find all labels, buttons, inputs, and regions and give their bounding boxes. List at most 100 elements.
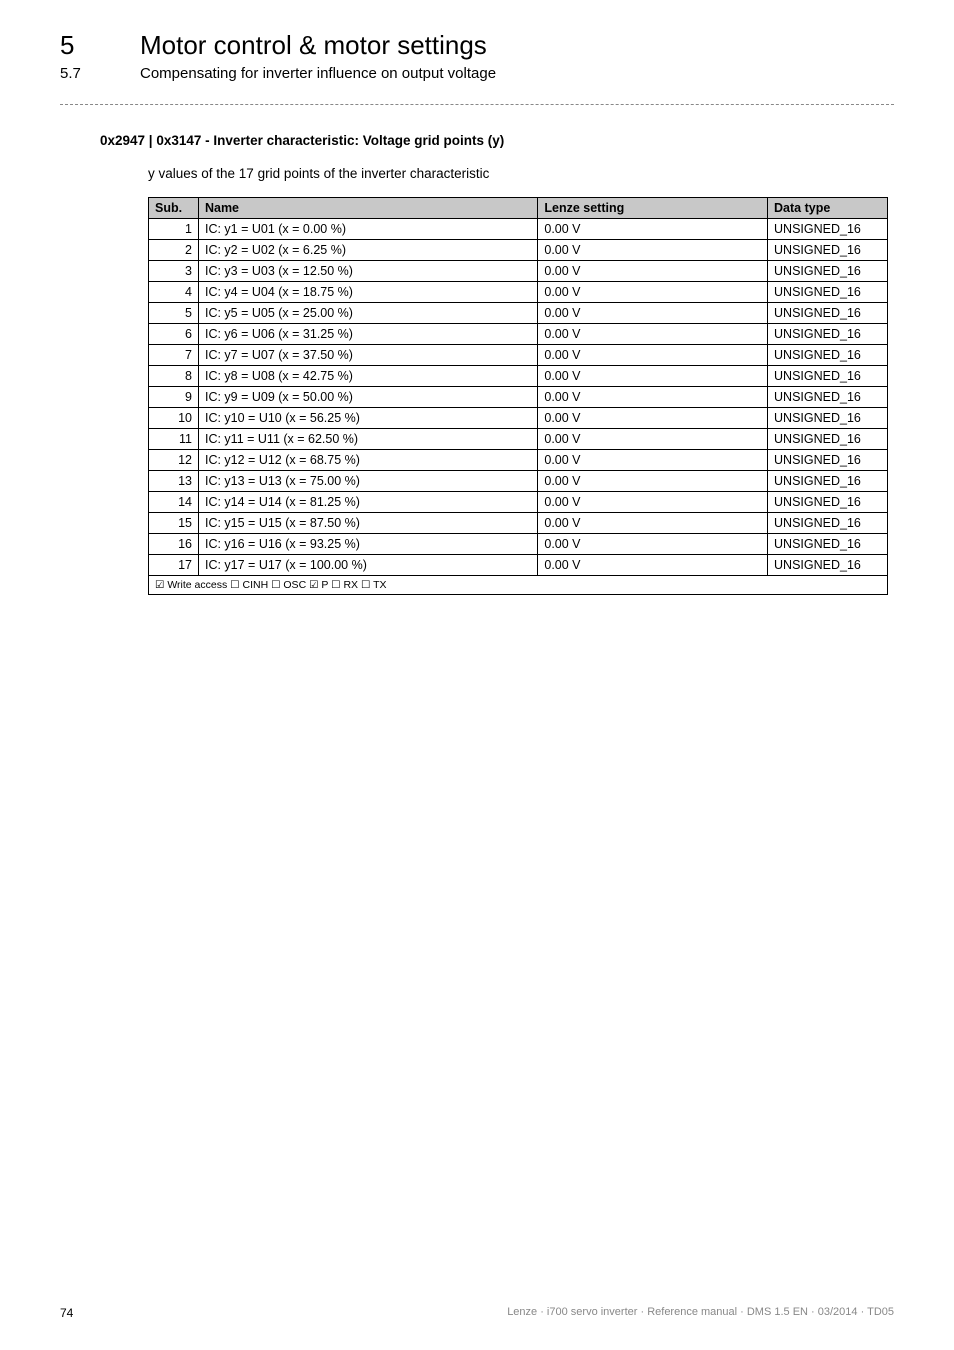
- cell-name: IC: y8 = U08 (x = 42.75 %): [198, 366, 537, 387]
- cell-sub: 4: [149, 282, 199, 303]
- cell-sub: 7: [149, 345, 199, 366]
- table-row: 7IC: y7 = U07 (x = 37.50 %)0.00 VUNSIGNE…: [149, 345, 888, 366]
- cell-sub: 17: [149, 555, 199, 576]
- cell-lenze: 0.00 V: [538, 387, 768, 408]
- page-header: 5 Motor control & motor settings 5.7 Com…: [0, 0, 954, 82]
- cell-name: IC: y4 = U04 (x = 18.75 %): [198, 282, 537, 303]
- cell-sub: 6: [149, 324, 199, 345]
- cell-sub: 12: [149, 450, 199, 471]
- cell-dtype: UNSIGNED_16: [768, 240, 888, 261]
- cell-dtype: UNSIGNED_16: [768, 324, 888, 345]
- cell-dtype: UNSIGNED_16: [768, 408, 888, 429]
- page-footer: 74 Lenze · i700 servo inverter · Referen…: [60, 1306, 894, 1320]
- table-row: 9IC: y9 = U09 (x = 50.00 %)0.00 VUNSIGNE…: [149, 387, 888, 408]
- cell-name: IC: y9 = U09 (x = 50.00 %): [198, 387, 537, 408]
- table-body: 1IC: y1 = U01 (x = 0.00 %)0.00 VUNSIGNED…: [149, 219, 888, 576]
- cell-sub: 10: [149, 408, 199, 429]
- cell-lenze: 0.00 V: [538, 303, 768, 324]
- table-row: 16IC: y16 = U16 (x = 93.25 %)0.00 VUNSIG…: [149, 534, 888, 555]
- cell-dtype: UNSIGNED_16: [768, 303, 888, 324]
- section-title-row: 5.7 Compensating for inverter influence …: [60, 65, 894, 82]
- cell-lenze: 0.00 V: [538, 282, 768, 303]
- cell-dtype: UNSIGNED_16: [768, 429, 888, 450]
- chapter-number: 5: [60, 30, 90, 61]
- cell-dtype: UNSIGNED_16: [768, 450, 888, 471]
- cell-lenze: 0.00 V: [538, 555, 768, 576]
- cell-name: IC: y15 = U15 (x = 87.50 %): [198, 513, 537, 534]
- table-header-row: Sub. Name Lenze setting Data type: [149, 198, 888, 219]
- chapter-title: Motor control & motor settings: [140, 30, 487, 61]
- cell-dtype: UNSIGNED_16: [768, 387, 888, 408]
- cell-name: IC: y16 = U16 (x = 93.25 %): [198, 534, 537, 555]
- table-row: 5IC: y5 = U05 (x = 25.00 %)0.00 VUNSIGNE…: [149, 303, 888, 324]
- cell-lenze: 0.00 V: [538, 261, 768, 282]
- cell-sub: 9: [149, 387, 199, 408]
- chapter-title-row: 5 Motor control & motor settings: [60, 30, 894, 61]
- cell-sub: 13: [149, 471, 199, 492]
- cell-lenze: 0.00 V: [538, 492, 768, 513]
- cell-dtype: UNSIGNED_16: [768, 471, 888, 492]
- cell-dtype: UNSIGNED_16: [768, 366, 888, 387]
- cell-dtype: UNSIGNED_16: [768, 513, 888, 534]
- cell-sub: 2: [149, 240, 199, 261]
- cell-sub: 14: [149, 492, 199, 513]
- cell-name: IC: y6 = U06 (x = 31.25 %): [198, 324, 537, 345]
- cell-lenze: 0.00 V: [538, 345, 768, 366]
- parameter-description: y values of the 17 grid points of the in…: [148, 166, 894, 181]
- cell-name: IC: y5 = U05 (x = 25.00 %): [198, 303, 537, 324]
- table-row: 17IC: y17 = U17 (x = 100.00 %)0.00 VUNSI…: [149, 555, 888, 576]
- cell-sub: 3: [149, 261, 199, 282]
- cell-sub: 11: [149, 429, 199, 450]
- cell-name: IC: y14 = U14 (x = 81.25 %): [198, 492, 537, 513]
- cell-sub: 8: [149, 366, 199, 387]
- section-title: Compensating for inverter influence on o…: [140, 65, 496, 82]
- cell-lenze: 0.00 V: [538, 408, 768, 429]
- col-header-lenze: Lenze setting: [538, 198, 768, 219]
- cell-dtype: UNSIGNED_16: [768, 219, 888, 240]
- header-separator: [60, 104, 894, 105]
- table-row: 8IC: y8 = U08 (x = 42.75 %)0.00 VUNSIGNE…: [149, 366, 888, 387]
- cell-sub: 16: [149, 534, 199, 555]
- cell-name: IC: y10 = U10 (x = 56.25 %): [198, 408, 537, 429]
- cell-lenze: 0.00 V: [538, 429, 768, 450]
- table-row: 2IC: y2 = U02 (x = 6.25 %)0.00 VUNSIGNED…: [149, 240, 888, 261]
- cell-sub: 1: [149, 219, 199, 240]
- parameter-table: Sub. Name Lenze setting Data type 1IC: y…: [148, 197, 888, 595]
- cell-lenze: 0.00 V: [538, 219, 768, 240]
- cell-sub: 5: [149, 303, 199, 324]
- cell-name: IC: y11 = U11 (x = 62.50 %): [198, 429, 537, 450]
- cell-lenze: 0.00 V: [538, 366, 768, 387]
- cell-lenze: 0.00 V: [538, 240, 768, 261]
- table-row: 6IC: y6 = U06 (x = 31.25 %)0.00 VUNSIGNE…: [149, 324, 888, 345]
- cell-dtype: UNSIGNED_16: [768, 555, 888, 576]
- table-row: 1IC: y1 = U01 (x = 0.00 %)0.00 VUNSIGNED…: [149, 219, 888, 240]
- cell-lenze: 0.00 V: [538, 450, 768, 471]
- table-row: 3IC: y3 = U03 (x = 12.50 %)0.00 VUNSIGNE…: [149, 261, 888, 282]
- cell-name: IC: y13 = U13 (x = 75.00 %): [198, 471, 537, 492]
- cell-name: IC: y12 = U12 (x = 68.75 %): [198, 450, 537, 471]
- col-header-sub: Sub.: [149, 198, 199, 219]
- table-footer-row: ☑ Write access ☐ CINH ☐ OSC ☑ P ☐ RX ☐ T…: [149, 576, 888, 595]
- cell-name: IC: y17 = U17 (x = 100.00 %): [198, 555, 537, 576]
- table-row: 4IC: y4 = U04 (x = 18.75 %)0.00 VUNSIGNE…: [149, 282, 888, 303]
- cell-dtype: UNSIGNED_16: [768, 534, 888, 555]
- table-row: 15IC: y15 = U15 (x = 87.50 %)0.00 VUNSIG…: [149, 513, 888, 534]
- table-row: 14IC: y14 = U14 (x = 81.25 %)0.00 VUNSIG…: [149, 492, 888, 513]
- table-row: 13IC: y13 = U13 (x = 75.00 %)0.00 VUNSIG…: [149, 471, 888, 492]
- cell-lenze: 0.00 V: [538, 324, 768, 345]
- table-row: 10IC: y10 = U10 (x = 56.25 %)0.00 VUNSIG…: [149, 408, 888, 429]
- cell-name: IC: y1 = U01 (x = 0.00 %): [198, 219, 537, 240]
- cell-sub: 15: [149, 513, 199, 534]
- cell-lenze: 0.00 V: [538, 534, 768, 555]
- parameter-heading: 0x2947 | 0x3147 - Inverter characteristi…: [100, 133, 894, 148]
- cell-dtype: UNSIGNED_16: [768, 345, 888, 366]
- table-footer-flags: ☑ Write access ☐ CINH ☐ OSC ☑ P ☐ RX ☐ T…: [149, 576, 888, 595]
- cell-dtype: UNSIGNED_16: [768, 261, 888, 282]
- footer-text: Lenze · i700 servo inverter · Reference …: [507, 1306, 894, 1320]
- cell-lenze: 0.00 V: [538, 471, 768, 492]
- cell-name: IC: y7 = U07 (x = 37.50 %): [198, 345, 537, 366]
- col-header-dtype: Data type: [768, 198, 888, 219]
- table-row: 11IC: y11 = U11 (x = 62.50 %)0.00 VUNSIG…: [149, 429, 888, 450]
- table-row: 12IC: y12 = U12 (x = 68.75 %)0.00 VUNSIG…: [149, 450, 888, 471]
- cell-name: IC: y2 = U02 (x = 6.25 %): [198, 240, 537, 261]
